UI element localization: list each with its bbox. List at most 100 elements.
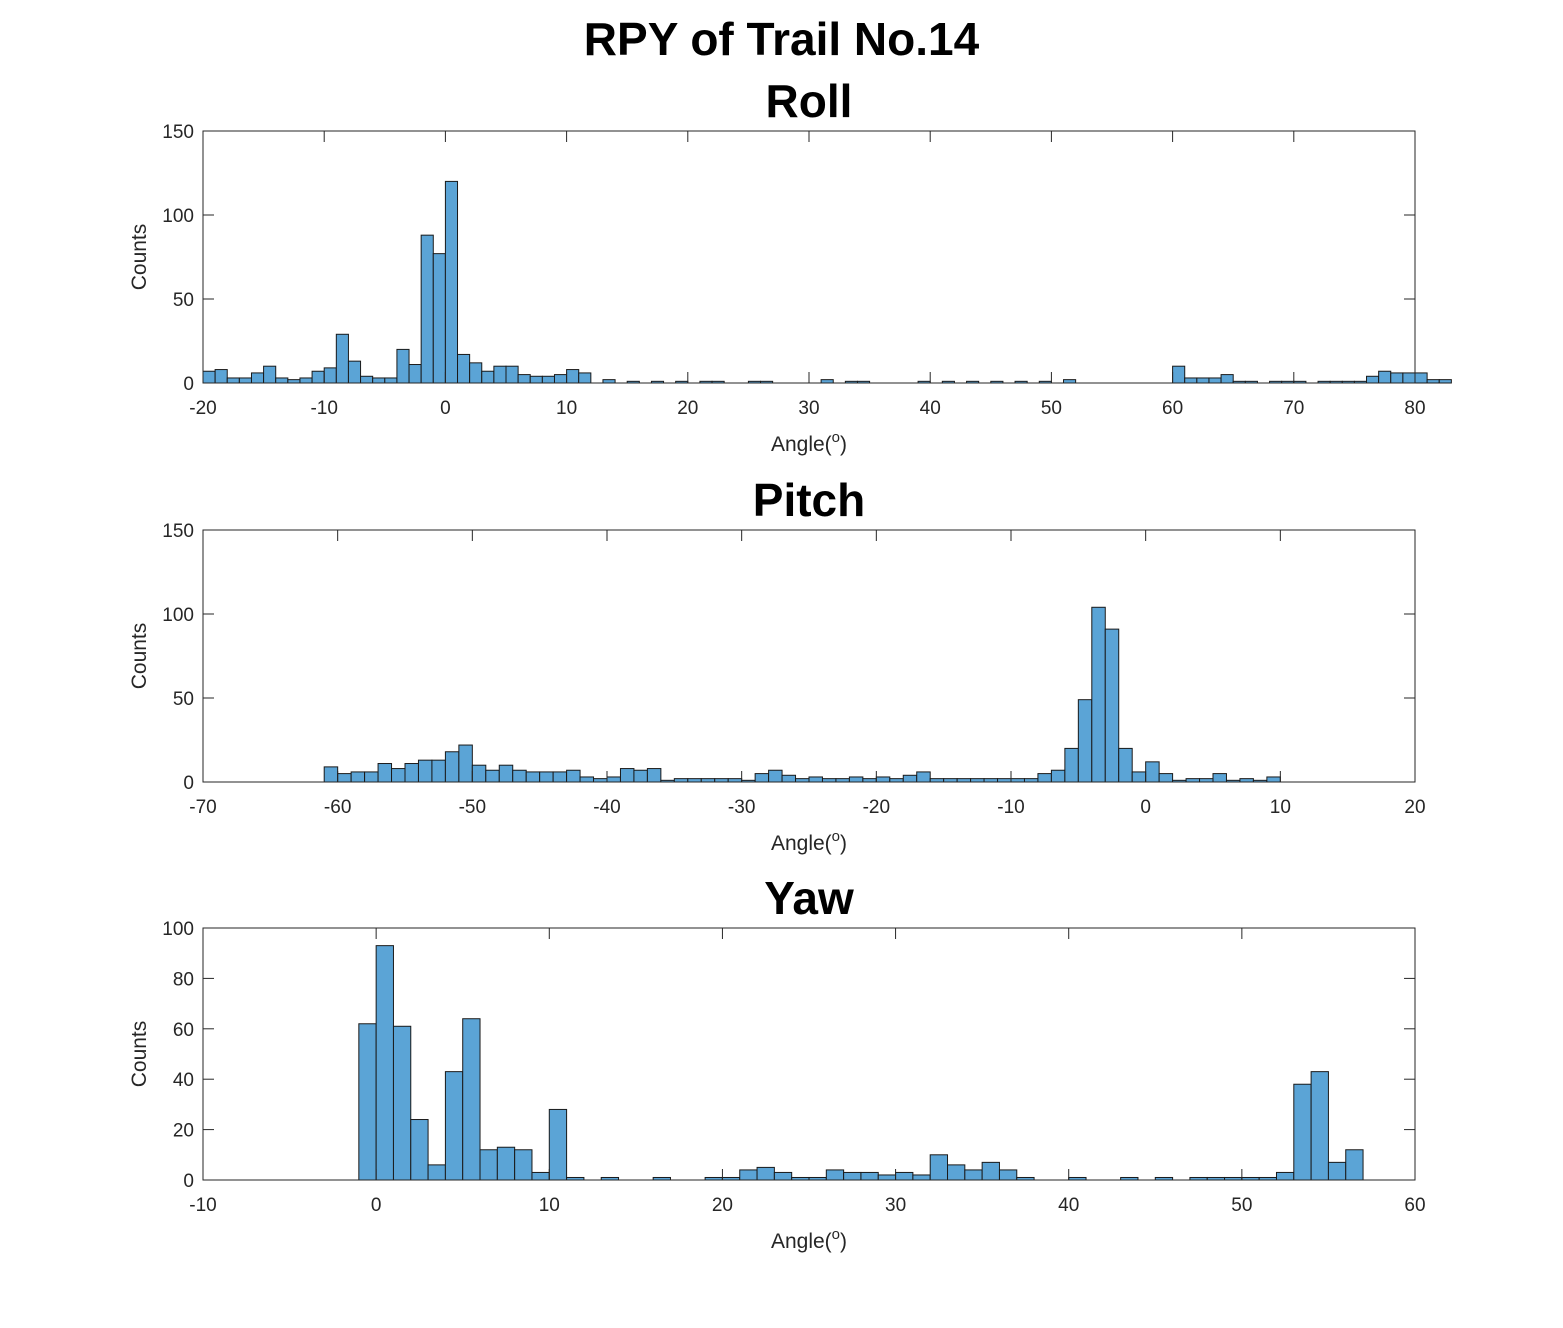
pitch-bar: [821, 778, 837, 783]
yaw-x-axis-label: Angle(o): [771, 1226, 847, 1253]
pitch-bar: [835, 778, 850, 783]
yaw-bar: [514, 1149, 533, 1181]
yaw-title: Yaw: [764, 872, 854, 924]
roll-bar: [311, 370, 325, 384]
pitch-bar: [498, 764, 514, 783]
pitch-x-axis-label: Angle(o): [771, 828, 847, 855]
pitch-bar: [606, 776, 621, 783]
pitch-bar: [929, 778, 945, 783]
yaw-bar: [1310, 1071, 1329, 1181]
roll-bar: [347, 360, 362, 384]
yaw-bar: [929, 1154, 949, 1181]
roll-bar: [287, 379, 301, 384]
pitch-bar: [808, 776, 823, 783]
pitch-bar: [525, 771, 541, 783]
yaw-bar: [496, 1146, 516, 1181]
roll-title: Roll: [766, 75, 853, 127]
roll-x-tick-label: 50: [1041, 398, 1062, 419]
yaw-x-tick-label: 40: [1058, 1195, 1079, 1216]
pitch-bar: [875, 776, 891, 783]
roll-x-tick-label: 70: [1283, 398, 1304, 419]
pitch-bar: [364, 771, 379, 783]
pitch-bar: [1131, 771, 1147, 783]
roll-bar: [602, 379, 616, 384]
pitch-x-tick-label: 0: [1140, 797, 1151, 818]
roll-bar: [1196, 377, 1210, 384]
yaw-y-tick-label: 80: [173, 969, 194, 990]
pitch-bar: [862, 778, 877, 783]
pitch-bar: [889, 778, 904, 783]
pitch-bar: [619, 768, 635, 783]
pitch-y-axis-label: Counts: [128, 623, 151, 690]
roll-bar: [250, 372, 265, 384]
pitch-bar: [350, 771, 366, 783]
roll-bar: [529, 375, 543, 384]
roll-bar: [275, 377, 289, 384]
yaw-bar: [895, 1171, 914, 1181]
pitch-x-tick-label: 10: [1270, 797, 1291, 818]
roll-bar: [1426, 379, 1440, 384]
roll-y-tick-label: 100: [162, 206, 194, 227]
roll-bar: [1378, 370, 1392, 384]
yaw-y-tick-label: 60: [173, 1020, 194, 1041]
pitch-bar: [795, 778, 810, 783]
pitch-bar: [1091, 606, 1106, 783]
roll-bar: [335, 333, 349, 384]
pitch-bars: [323, 606, 1281, 783]
yaw-x-tick-label: 20: [712, 1195, 733, 1216]
pitch-axes-box: [202, 529, 1416, 783]
yaw-x-tick-label: 0: [371, 1195, 382, 1216]
pitch-x-tick-label: -50: [459, 797, 486, 818]
roll-bar: [505, 365, 519, 384]
pitch-bar: [566, 769, 581, 783]
roll-x-tick-label: 80: [1404, 398, 1425, 419]
pitch-bar: [902, 774, 918, 783]
roll-x-tick-label: 40: [920, 398, 941, 419]
roll-bar: [1390, 372, 1404, 384]
yaw-bars: [358, 945, 1364, 1181]
yaw-bar: [843, 1171, 862, 1181]
roll-bar: [299, 377, 313, 384]
yaw-bar: [964, 1169, 983, 1181]
yaw-bar: [912, 1174, 931, 1181]
yaw-bar: [860, 1171, 879, 1181]
yaw-x-tick-label: 10: [539, 1195, 560, 1216]
roll-y-tick-label: 0: [183, 374, 194, 395]
pitch-title: Pitch: [753, 474, 865, 526]
roll-bar: [323, 367, 337, 384]
pitch-bar: [1023, 778, 1039, 783]
roll-bar: [457, 353, 471, 384]
roll-bar: [566, 369, 580, 384]
pitch-bar: [1077, 699, 1093, 783]
pitch-bar: [983, 778, 999, 783]
yaw-bar: [947, 1164, 966, 1181]
yaw-bar: [427, 1164, 446, 1181]
yaw-bar: [548, 1108, 568, 1181]
figure-title: RPY of Trail No.14: [583, 13, 980, 65]
yaw-axes-box: [202, 927, 1416, 1181]
pitch-y-tick-label: 50: [173, 689, 194, 710]
roll-bar: [1402, 372, 1416, 384]
pitch-bar: [916, 771, 931, 783]
pitch-bar: [337, 773, 352, 783]
roll-bar: [1208, 377, 1222, 384]
roll-bar: [820, 379, 834, 384]
pitch-x-tick-label: -60: [324, 797, 351, 818]
pitch-bar: [377, 763, 393, 783]
pitch-bar: [673, 778, 689, 783]
pitch-bar: [768, 769, 783, 783]
pitch-bar: [552, 771, 568, 783]
roll-bar: [1184, 377, 1198, 384]
pitch-bar: [1158, 773, 1174, 783]
pitch-bar: [485, 769, 500, 783]
roll-bar: [408, 364, 422, 384]
pitch-bar: [417, 759, 433, 783]
pitch-bar: [781, 774, 797, 783]
pitch-bar: [458, 744, 473, 783]
roll-x-tick-label: -20: [189, 398, 216, 419]
pitch-bar: [444, 751, 460, 783]
roll-bar: [1438, 379, 1452, 384]
roll-bar: [396, 348, 410, 384]
roll-bar: [1172, 365, 1186, 384]
yaw-bar: [739, 1169, 758, 1181]
